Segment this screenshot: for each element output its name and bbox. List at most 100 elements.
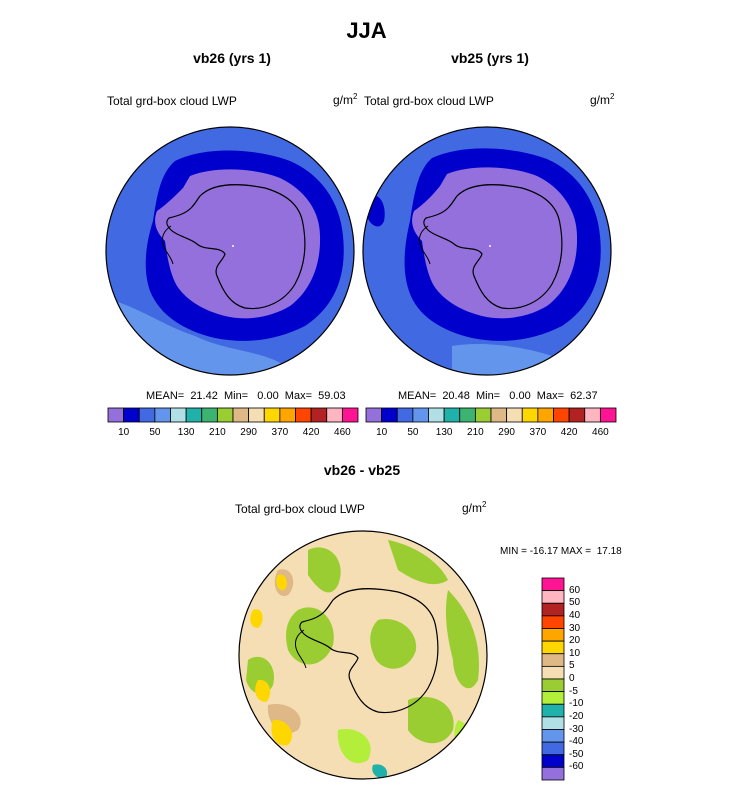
colorbar-swatch (263, 407, 281, 423)
colorbar-swatch (216, 407, 234, 423)
colorbar-tick-label: 50 (149, 427, 161, 438)
colorbar-swatch (599, 407, 617, 423)
negative-small-patch (286, 607, 334, 665)
colorbar-tick-label: 20 (569, 635, 581, 647)
diff-minmax: MIN = -16.17 MAX = 17.18 (500, 546, 622, 557)
colorbar-swatch (170, 407, 187, 423)
colorbar-swatch (154, 407, 171, 423)
colorbar-tick-label: 10 (569, 647, 581, 659)
colorbar-tick-label: 130 (435, 427, 453, 438)
colorbar-tick-label: 460 (592, 427, 609, 438)
right-panel-title: vb25 (yrs 1) (451, 50, 529, 66)
colorbar-swatch (568, 407, 586, 423)
colorbar-tick-label: 130 (177, 427, 195, 438)
colorbar-swatch (443, 407, 461, 423)
ocean-light-patch (130, 320, 185, 366)
left-panel-title: vb26 (yrs 1) (193, 50, 271, 66)
positive-medium-patch (276, 574, 287, 591)
colorbar-swatch (490, 407, 508, 423)
figure-title: JJA (346, 18, 387, 43)
colorbar-swatch (541, 691, 565, 705)
right-colorbar-ticks: 10 50 130 210 290 370 420 460 (366, 427, 616, 441)
colorbar-swatch (541, 766, 565, 781)
colorbar-swatch (584, 407, 601, 423)
antarctic-continent-region (155, 169, 321, 319)
colorbar-swatch (381, 407, 398, 423)
colorbar-tick-label: 210 (209, 427, 226, 438)
colorbar-swatch (201, 407, 218, 423)
colorbar-swatch (107, 407, 125, 423)
positive-medium-patch (255, 679, 271, 702)
colorbar-swatch (396, 407, 414, 423)
colorbar-swatch (521, 407, 539, 423)
colorbar-swatch (541, 716, 565, 730)
colorbar-tick-label: 30 (569, 622, 581, 634)
colorbar-tick-label: -5 (569, 685, 578, 697)
colorbar-swatch (365, 407, 383, 423)
colorbar-tick-label: -40 (569, 736, 584, 748)
colorbar-tick-label: 210 (467, 427, 484, 438)
colorbar-tick-label: 10 (376, 427, 388, 438)
left-colorbar-ticks: 10 50 130 210 290 370 420 460 (108, 427, 358, 441)
positive-medium-patch (271, 719, 293, 746)
negative-small-patch (408, 696, 454, 744)
colorbar-swatch (232, 407, 250, 423)
colorbar-swatch (185, 407, 203, 423)
colorbar-swatch (248, 407, 265, 423)
colorbar-swatch (541, 754, 565, 768)
colorbar-tick-label: -60 (569, 761, 584, 773)
diff-colorbar-ticks: 60 50 40 30 20 10 5 0 -5 -10 -20 -30 -40 -50 -60 (569, 578, 609, 780)
colorbar-swatch (541, 628, 565, 642)
colorbar-swatch (541, 640, 565, 655)
antarctic-peninsula-coastline (162, 225, 174, 265)
diff-variable-label: Total grd-box cloud LWP (235, 502, 365, 516)
colorbar-tick-label: -20 (569, 710, 584, 722)
colorbar-swatch (459, 407, 476, 423)
colorbar-tick-label: 370 (529, 427, 547, 438)
antarctic-peninsula-coastline (295, 629, 307, 669)
colorbar-tick-label: -10 (569, 698, 584, 710)
colorbar-tick-label: 50 (569, 597, 581, 609)
colorbar-tick-label: 10 (118, 427, 130, 438)
colorbar-swatch (541, 602, 565, 617)
colorbar-swatch (474, 407, 492, 423)
negative-light-patch (454, 720, 474, 755)
colorbar-swatch (553, 407, 570, 423)
colorbar-tick-label: 40 (569, 609, 581, 621)
left-variable-label: Total grd-box cloud LWP (107, 94, 237, 108)
diff-polar-map (238, 530, 488, 780)
antarctic-coastline (299, 588, 439, 714)
colorbar-tick-label: 460 (334, 427, 351, 438)
colorbar-swatch (506, 407, 523, 423)
left-stats: MEAN= 21.42 Min= 0.00 Max= 59.03 (146, 390, 346, 402)
colorbar-tick-label: -30 (569, 723, 584, 735)
colorbar-swatch (541, 665, 565, 680)
diff-colorbar (541, 577, 565, 781)
right-variable-label: Total grd-box cloud LWP (364, 94, 494, 108)
right-stats: MEAN= 20.48 Min= 0.00 Max= 62.37 (398, 390, 598, 402)
colorbar-tick-label: 370 (271, 427, 289, 438)
colorbar-swatch (541, 653, 565, 667)
negative-light-patch (337, 729, 371, 764)
colorbar-swatch (428, 407, 445, 423)
colorbar-swatch (412, 407, 429, 423)
colorbar-swatch (541, 741, 565, 756)
colorbar-tick-label: 420 (302, 427, 320, 438)
colorbar-swatch (541, 703, 565, 718)
colorbar-swatch (295, 407, 312, 423)
diff-panel-title: vb26 - vb25 (323, 462, 401, 478)
colorbar-swatch (541, 577, 565, 592)
colorbar-swatch (123, 407, 140, 423)
colorbar-swatch (279, 407, 296, 423)
antarctic-continent-region (412, 167, 578, 319)
colorbar-tick-label: 5 (569, 660, 575, 672)
colorbar-tick-label: 60 (569, 584, 581, 596)
colorbar-tick-label: 290 (240, 427, 257, 438)
left-units-label: g/m2 (333, 92, 358, 107)
negative-medium-patch (372, 764, 388, 779)
colorbar-tick-label: 50 (407, 427, 419, 438)
colorbar-tick-label: -50 (569, 748, 584, 760)
negative-small-patch (370, 619, 417, 669)
right-units-label: g/m2 (590, 92, 615, 107)
left-colorbar (107, 407, 359, 423)
